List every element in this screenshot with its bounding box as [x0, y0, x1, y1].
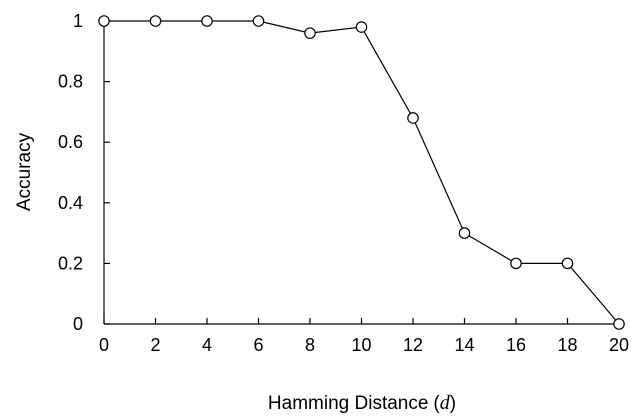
y-ticks: 0 0.2 0.4 0.6 0.8 1 [58, 11, 110, 334]
data-point [149, 15, 162, 27]
data-point [407, 112, 419, 124]
x-axis-label: Hamming Distance (d) [268, 392, 456, 414]
data-point [458, 227, 471, 239]
x-tick-label: 14 [454, 335, 474, 355]
x-tick-label: 6 [253, 335, 263, 355]
data-point [561, 257, 574, 270]
data-point [613, 318, 625, 330]
y-tick-label: 0.6 [58, 132, 83, 152]
series-line [104, 20, 620, 325]
x-axis-label-text: Hamming Distance [268, 393, 429, 414]
data-point [355, 21, 368, 33]
y-tick-label: 0.8 [58, 72, 83, 92]
x-tick-label: 4 [202, 335, 212, 355]
x-tick-label: 10 [351, 335, 371, 355]
data-point [510, 257, 522, 270]
y-tick-label: 0.4 [58, 193, 83, 213]
x-tick-label: 8 [305, 335, 315, 355]
x-tick-label: 18 [557, 335, 577, 355]
y-tick-label: 0 [73, 314, 83, 334]
x-axis-label-variable: d [440, 392, 451, 414]
data-point [252, 15, 265, 27]
x-tick-label: 0 [99, 335, 109, 355]
data-point [304, 27, 316, 39]
x-tick-label: 2 [150, 335, 160, 355]
plot-series [98, 15, 625, 330]
x-tick-label: 16 [506, 335, 526, 355]
data-point [201, 15, 213, 27]
axes-group [103, 21, 619, 325]
x-tick-label: 12 [403, 335, 423, 355]
x-tick-label: 20 [609, 335, 629, 355]
y-tick-label: 0.2 [58, 253, 83, 273]
y-tick-label: 1 [73, 11, 83, 31]
y-axis-label: Accuracy [14, 132, 35, 211]
data-point [98, 15, 110, 27]
